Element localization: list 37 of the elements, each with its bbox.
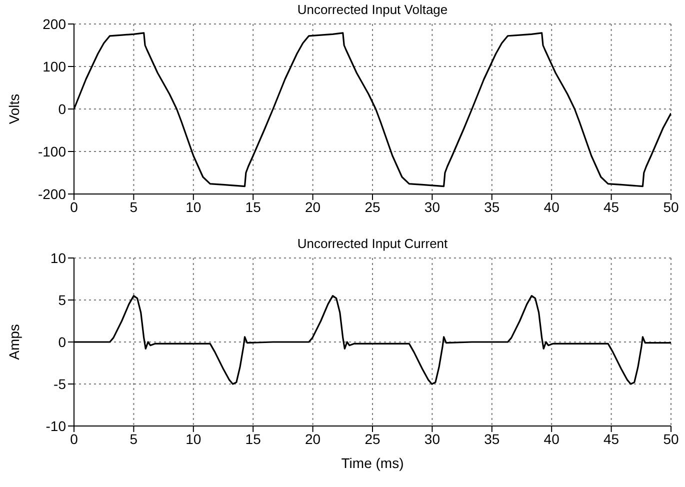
y-axis-title: Volts — [6, 94, 22, 124]
x-tick-label: 5 — [130, 198, 138, 215]
x-tick-label: 10 — [186, 198, 202, 215]
y-tick-label: 0 — [58, 100, 66, 117]
x-tick-label: 30 — [424, 198, 440, 215]
x-tick-label: 45 — [604, 430, 620, 447]
x-tick-label: 5 — [130, 430, 138, 447]
x-tick-label: 0 — [70, 198, 78, 215]
x-tick-label: 25 — [364, 430, 380, 447]
x-tick-label: 20 — [305, 430, 321, 447]
x-tick-label: 35 — [484, 198, 500, 215]
y-tick-label: -100 — [38, 143, 66, 160]
x-tick-label: 0 — [70, 430, 78, 447]
chart-title: Uncorrected Input Current — [296, 236, 449, 251]
y-tick-label: -200 — [38, 186, 66, 202]
chart-title: Uncorrected Input Voltage — [296, 2, 449, 17]
y-tick-label: 10 — [50, 250, 66, 266]
x-tick-label: 15 — [245, 430, 262, 447]
y-tick-label: 5 — [58, 292, 66, 308]
y-axis-title: Amps — [6, 324, 22, 360]
y-tick-label: 100 — [42, 58, 66, 74]
y-tick-label: -5 — [54, 376, 66, 392]
x-tick-label: 50 — [663, 430, 679, 447]
x-tick-label: 45 — [604, 198, 620, 215]
x-tick-label: 40 — [544, 430, 560, 447]
y-tick-label: 200 — [42, 16, 66, 32]
y-tick-label: 0 — [58, 334, 66, 350]
y-tick-label: -10 — [46, 418, 66, 434]
x-tick-label: 15 — [245, 198, 262, 215]
x-axis-title: Time (ms) — [341, 455, 404, 471]
x-tick-label: 40 — [544, 198, 560, 215]
x-tick-label: 10 — [186, 430, 202, 447]
x-tick-label: 30 — [424, 430, 440, 447]
x-tick-label: 25 — [364, 198, 380, 215]
x-tick-label: 35 — [484, 430, 500, 447]
x-tick-label: 50 — [663, 198, 679, 215]
x-tick-label: 20 — [305, 198, 321, 215]
